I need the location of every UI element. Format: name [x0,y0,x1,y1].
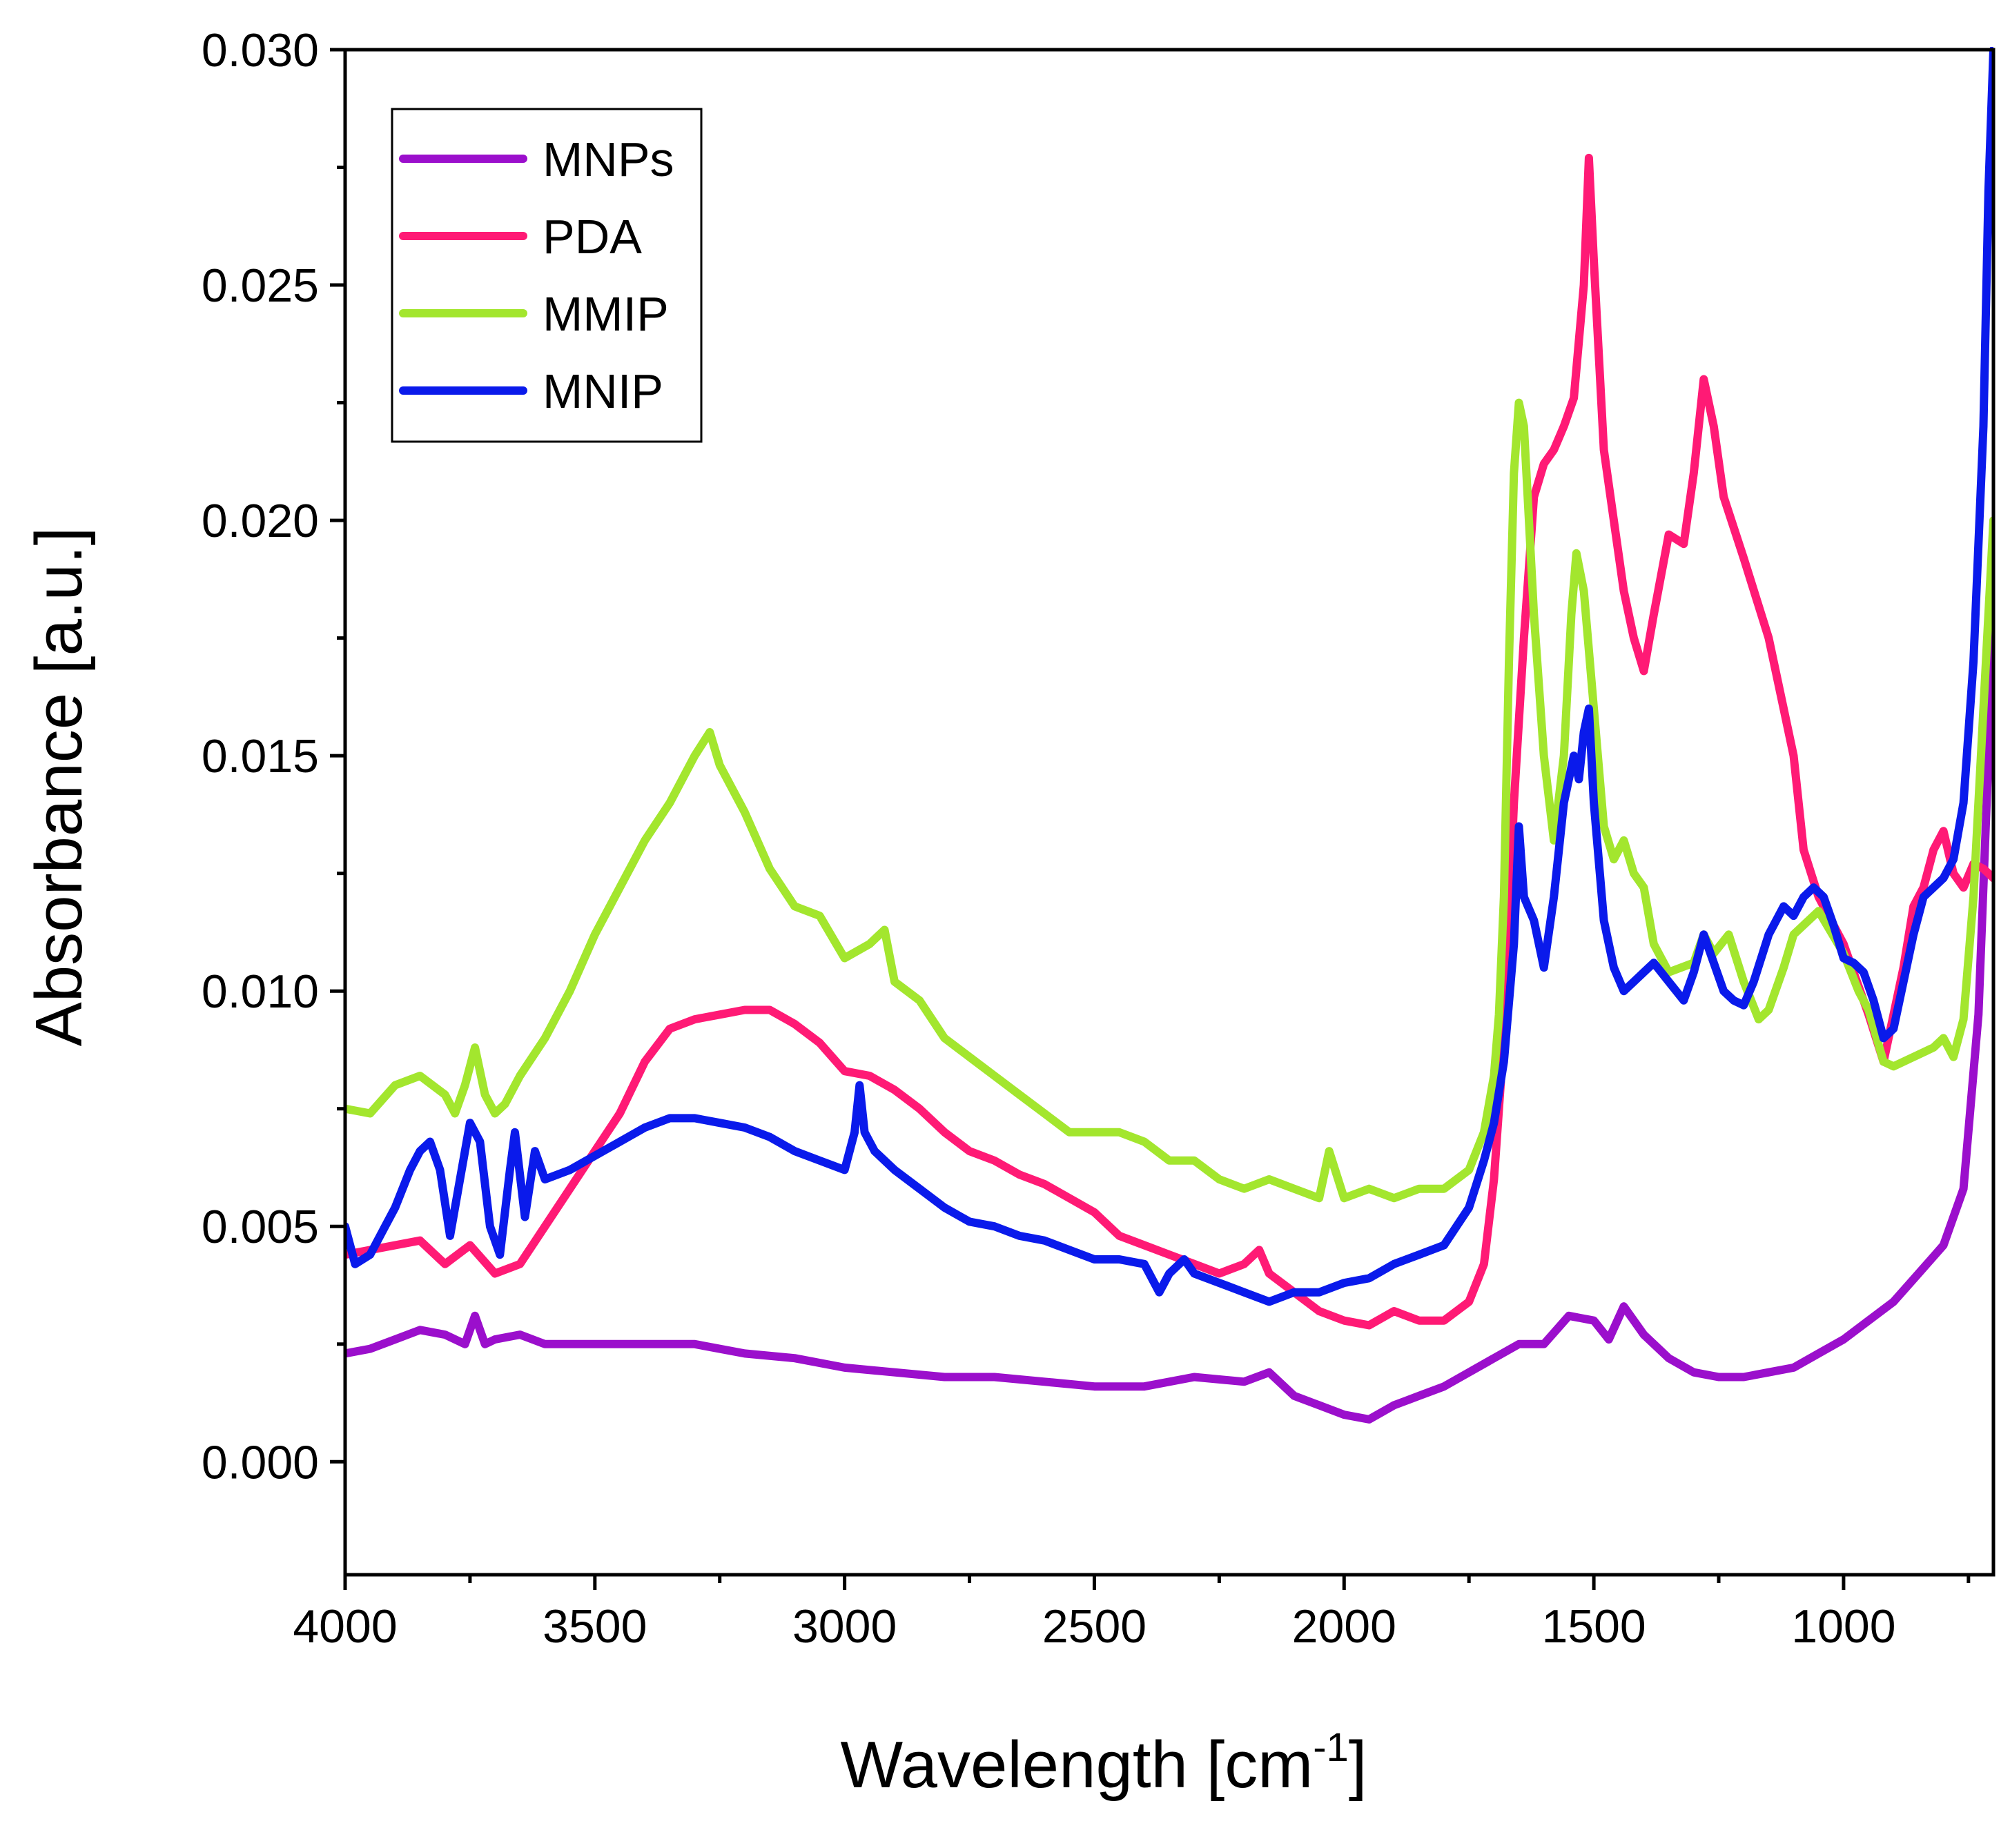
x-tick-label: 2000 [1292,1600,1396,1653]
series-layer [345,47,1993,1424]
x-tick-label: 1000 [1791,1600,1895,1653]
y-tick-label: 0.005 [202,1201,319,1253]
y-tick-label: 0.015 [202,730,319,783]
axes-layer: 0.000 0.005 0.010 0.015 0.020 0.025 0.030 4000 3… [202,24,1996,1653]
x-tick-label: 4000 [293,1600,397,1653]
y-axis-title: Absorbance [a.u.] [22,527,96,1046]
legend-label-pda: PDA [543,210,642,264]
x-axis-title-superscript: -1 [1313,1725,1349,1770]
series-line-mnip [345,47,1993,1306]
legend: MNPs PDA MMIP MNIP [391,108,703,443]
x-axis-title-suffix: ] [1349,1728,1367,1802]
series-line-pda [345,153,1993,1330]
x-tick-label: 3000 [792,1600,897,1653]
x-axis-title: Wavelength [cm-1] [841,1725,1367,1802]
x-axis-title-main: Wavelength [cm [841,1728,1314,1802]
y-tick-label: 0.010 [202,965,319,1018]
series-line-mmip [345,398,1993,1203]
legend-label-mnps: MNPs [543,132,674,186]
x-tick-label: 1500 [1541,1600,1646,1653]
legend-label-mnip: MNIP [543,364,663,418]
y-tick-label: 0.025 [202,259,319,312]
y-tick-label: 0.000 [202,1436,319,1488]
legend-box [391,108,703,443]
legend-label-mmip: MMIP [543,287,669,341]
y-tick-label: 0.020 [202,495,319,547]
x-tick-label: 3500 [543,1600,647,1653]
y-tick-label: 0.030 [202,24,319,77]
plot-frame [343,48,1996,1577]
series-line-mnps [345,610,1993,1424]
x-tick-label: 2500 [1042,1600,1147,1653]
